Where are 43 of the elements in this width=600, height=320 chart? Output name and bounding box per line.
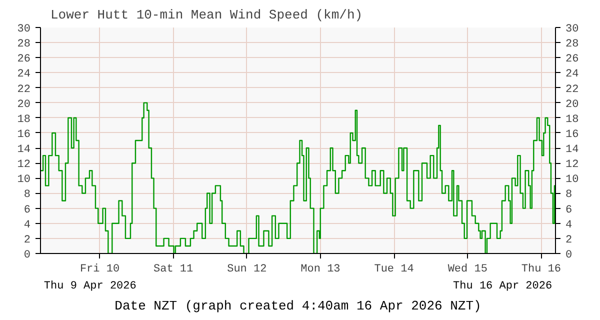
- y2-tick-label: 14: [566, 144, 580, 156]
- y2-tick-label: 28: [566, 38, 579, 51]
- y2-tick-label: 6: [566, 204, 572, 216]
- y2-tick-label: 26: [566, 54, 579, 66]
- y-tick-label: 4: [24, 219, 31, 232]
- y-tick-label: 8: [24, 189, 31, 202]
- chart-title: Lower Hutt 10-min Mean Wind Speed (km/h): [50, 8, 363, 22]
- y-tick-label: 22: [17, 84, 30, 96]
- y-tick-label: 0: [24, 250, 31, 262]
- x-tick-label: Wed 15: [448, 264, 488, 276]
- x-tick-label: Sat 11: [154, 264, 194, 276]
- y-tick-label: 28: [17, 38, 30, 51]
- y-tick-label: 12: [17, 159, 30, 172]
- y2-tick-label: 18: [566, 114, 579, 126]
- y-tick-label: 14: [17, 144, 31, 156]
- y2-tick-label: 2: [566, 234, 572, 246]
- x-tick-label: Fri 10: [80, 264, 120, 276]
- y2-tick-label: 12: [566, 159, 579, 172]
- x-tick-label: Sun 12: [227, 264, 267, 276]
- y-tick-label: 26: [17, 54, 30, 66]
- y2-tick-label: 24: [566, 68, 580, 81]
- y-tick-label: 24: [17, 68, 31, 81]
- y2-tick-label: 30: [566, 24, 579, 36]
- x-tick-label: Mon 13: [300, 264, 340, 276]
- x-tick-label: Tue 14: [374, 264, 414, 276]
- text: Thu 9 Apr 2026: [44, 280, 136, 292]
- y-tick-label: 16: [17, 128, 30, 141]
- y-tick-label: 30: [17, 24, 30, 36]
- y2-tick-label: 20: [566, 98, 579, 111]
- y2-tick-label: 16: [566, 128, 579, 141]
- y-tick-label: 10: [17, 174, 30, 186]
- x-axis-title: Date NZT (graph created 4:40am 16 Apr 2026 NZT): [114, 298, 482, 314]
- y2-tick-label: 4: [566, 219, 572, 232]
- y2-tick-label: 10: [566, 174, 579, 186]
- x-tick-label: Thu 16: [521, 264, 561, 276]
- y-tick-label: 6: [24, 204, 31, 216]
- y-tick-label: 20: [17, 98, 30, 111]
- y2-tick-label: 22: [566, 84, 579, 96]
- y-tick-label: 2: [24, 234, 31, 246]
- y-tick-label: 18: [17, 114, 30, 126]
- y2-tick-label: 0: [566, 250, 572, 262]
- y2-tick-label: 8: [566, 189, 572, 202]
- text: Thu 16 Apr 2026: [453, 280, 552, 292]
